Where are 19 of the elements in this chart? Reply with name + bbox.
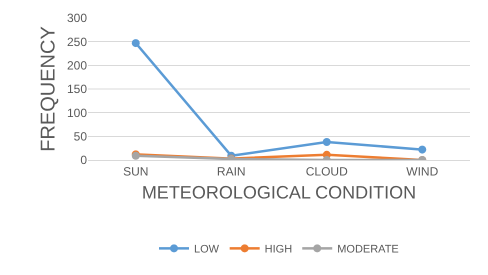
legend-label: MODERATE (337, 244, 399, 256)
y-tick-label: 200 (66, 58, 88, 73)
legend-label: LOW (194, 244, 220, 256)
x-tick-label: WIND (406, 164, 439, 178)
y-tick-label: 150 (66, 82, 88, 96)
point (322, 138, 331, 146)
legend-label: HIGH (264, 244, 292, 256)
y-tick-label: 100 (66, 106, 88, 120)
x-tick-label: CLOUD (306, 164, 348, 178)
x-axis-title: METEOROLOGICAL CONDITION (142, 182, 416, 202)
point (418, 146, 426, 154)
y-tick-label: 300 (66, 11, 88, 26)
y-axis-title: FREQUENCY (37, 26, 60, 152)
point (132, 39, 140, 48)
y-tick-label: 50 (74, 130, 88, 144)
x-tick-label: RAIN (216, 164, 246, 178)
y-tick-label: 0 (80, 153, 88, 168)
y-tick-label: 250 (66, 34, 88, 49)
x-tick-label: SUN (123, 164, 148, 178)
